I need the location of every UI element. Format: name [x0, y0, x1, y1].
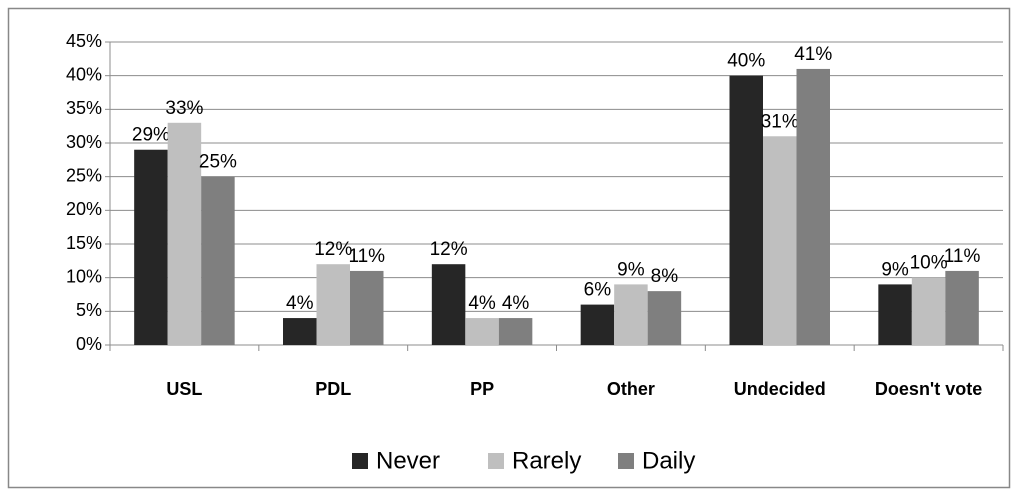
y-tick-label: 0%: [76, 334, 102, 354]
value-label: 41%: [794, 44, 832, 65]
value-label: 6%: [584, 280, 612, 301]
bar: [647, 291, 682, 345]
value-label: 4%: [468, 293, 496, 314]
bar: [134, 149, 168, 345]
value-label: 4%: [502, 293, 530, 314]
bar: [945, 270, 979, 345]
bar: [878, 284, 912, 345]
x-tick-label: PP: [470, 379, 494, 399]
value-label: 9%: [881, 259, 909, 280]
bar: [465, 318, 499, 345]
value-label: 9%: [617, 259, 645, 280]
bar: [796, 68, 830, 345]
bar: [316, 264, 350, 345]
legend-label: Never: [376, 447, 440, 474]
x-tick-label: Doesn't vote: [875, 379, 982, 399]
y-tick-label: 30%: [66, 132, 102, 152]
bar: [498, 318, 533, 345]
x-tick-label: PDL: [315, 379, 351, 399]
y-tick-label: 5%: [76, 300, 102, 320]
value-label: 40%: [727, 51, 765, 72]
y-tick-label: 40%: [66, 64, 102, 84]
legend-label: Daily: [642, 447, 695, 474]
value-label: 4%: [286, 293, 314, 314]
value-label: 11%: [348, 246, 385, 267]
y-tick-label: 45%: [66, 31, 102, 51]
y-tick-label: 35%: [66, 98, 102, 118]
value-label: 10%: [910, 253, 948, 274]
legend-swatch: [618, 453, 634, 469]
y-tick-label: 10%: [66, 266, 102, 286]
bar: [431, 264, 466, 345]
value-label: 31%: [761, 111, 799, 132]
x-tick-label: USL: [166, 379, 202, 399]
bar: [911, 277, 946, 345]
value-label: 12%: [314, 239, 352, 260]
bar: [763, 136, 797, 345]
value-label: 11%: [944, 246, 981, 267]
legend-swatch: [352, 453, 368, 469]
legend-label: Rarely: [512, 447, 581, 474]
y-tick-label: 15%: [66, 233, 102, 253]
y-tick-label: 20%: [66, 199, 102, 219]
bar: [729, 75, 763, 346]
value-label: 25%: [199, 152, 237, 173]
bar: [350, 270, 384, 345]
x-tick-label: Other: [607, 379, 655, 399]
bar: [167, 122, 202, 345]
value-label: 29%: [132, 125, 170, 146]
bar: [580, 304, 615, 345]
x-tick-label: Undecided: [734, 379, 826, 399]
bar: [201, 176, 235, 345]
value-label: 8%: [651, 266, 679, 287]
bar: [283, 318, 317, 345]
legend-swatch: [488, 453, 504, 469]
value-label: 33%: [165, 98, 203, 119]
bar: [614, 284, 648, 345]
value-label: 12%: [430, 239, 468, 260]
y-tick-label: 25%: [66, 165, 102, 185]
